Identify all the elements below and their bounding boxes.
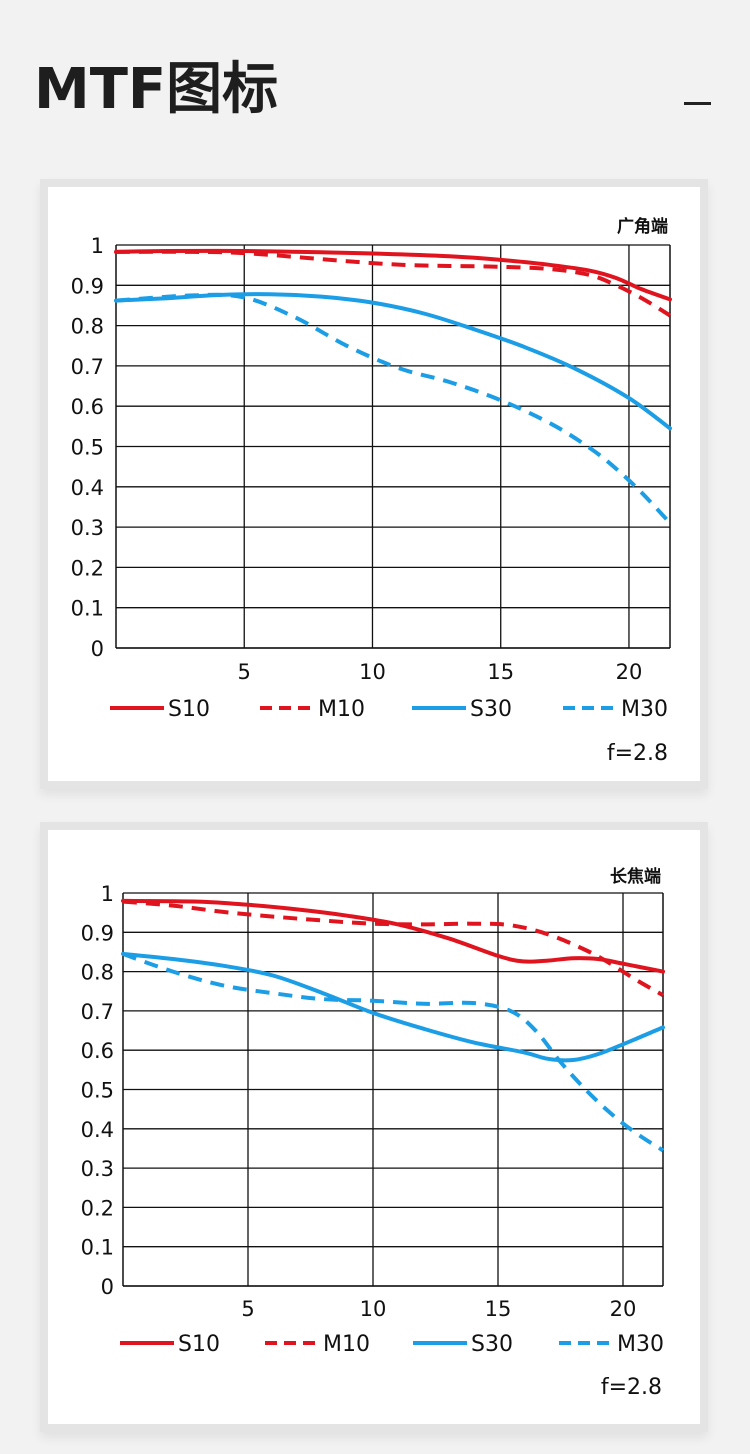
legend-label: S30 [470,697,512,722]
y-tick-label: 0.7 [81,1000,114,1024]
y-tick-label: 0.8 [71,315,104,339]
y-tick-label: 0.1 [81,1236,114,1260]
y-tick-label: 0.2 [81,1196,114,1220]
y-tick-label: 1 [91,234,104,258]
legend-label: M30 [617,1332,664,1357]
x-tick-label: 20 [616,660,643,684]
page-header: MTF图标 [0,0,750,175]
y-tick-label: 0.1 [71,597,104,621]
page-title: MTF图标 [34,57,279,122]
x-tick-label: 5 [238,660,251,684]
series-line-m30 [115,292,672,525]
series-line-s30 [121,951,665,1063]
y-tick-label: 0.4 [81,1118,114,1142]
x-tick-label: 10 [360,1297,387,1321]
series-line-s30 [114,292,672,431]
aperture-annotation: f=2.8 [601,1375,662,1400]
y-tick-label: 0.7 [71,355,104,379]
series-line-m10 [115,249,672,318]
x-tick-label: 10 [359,660,386,684]
aperture-annotation: f=2.8 [607,741,668,766]
grid [115,244,671,649]
y-tick-label: 0.2 [71,556,104,580]
y-tick-label: 0.5 [81,1079,114,1103]
x-tick-label: 20 [610,1297,637,1321]
chart-card-tele: 0 0.1 0.2 0.3 0.4 0.5 0.6 0.7 0.8 0.9 1 5 10 15 20 长焦端 S… [40,822,708,1432]
series-line-s10 [121,898,665,974]
y-tick-label: 0.8 [81,961,114,985]
legend-label: S30 [471,1332,513,1357]
y-tick-label: 0.6 [71,395,104,419]
series-line-m30 [122,952,665,1153]
legend-label: M30 [621,697,668,722]
y-tick-label: 0 [91,637,104,661]
y-tick-label: 0.9 [71,274,104,298]
mtf-chart-wide: 00.10.20.30.40.50.60.70.80.915 10 15 20广角端S… [71,216,672,766]
y-tick-label: 0.4 [71,476,104,500]
chart-title: 长焦端 [610,866,661,887]
chart-title: 广角端 [617,216,668,237]
y-tick-label: 0.9 [81,921,114,945]
x-tick-label: 15 [487,660,514,684]
y-tick-label: 0.3 [71,516,104,540]
mtf-chart-tele: 00.10.20.30.40.50.60.70.80.915 10 15 20长焦端S… [81,866,665,1400]
y-tick-label: 0.5 [71,436,104,460]
legend: S10 M10 S30 M30 [120,1332,664,1357]
y-tick-label: 0.3 [81,1157,114,1181]
legend-label: S10 [168,697,210,722]
y-tick-label: 1 [101,882,114,906]
series-line-m10 [122,899,664,997]
legend-label: S10 [178,1332,220,1357]
legend-label: M10 [323,1332,370,1357]
chart-card-wide: 0 0.1 0.2 0.3 0.4 0.5 0.6 0.7 0.8 0.9 1 5 10 15 20 广角端 S… [40,179,708,789]
legend: S10 M10 S30 M30 [110,697,668,722]
minus-icon[interactable] [684,102,711,105]
y-tick-label: 0.6 [81,1039,114,1063]
x-tick-label: 15 [485,1297,512,1321]
legend-label: M10 [318,697,365,722]
grid [122,892,664,1287]
y-tick-label: 0 [101,1275,114,1299]
x-tick-label: 5 [241,1297,254,1321]
